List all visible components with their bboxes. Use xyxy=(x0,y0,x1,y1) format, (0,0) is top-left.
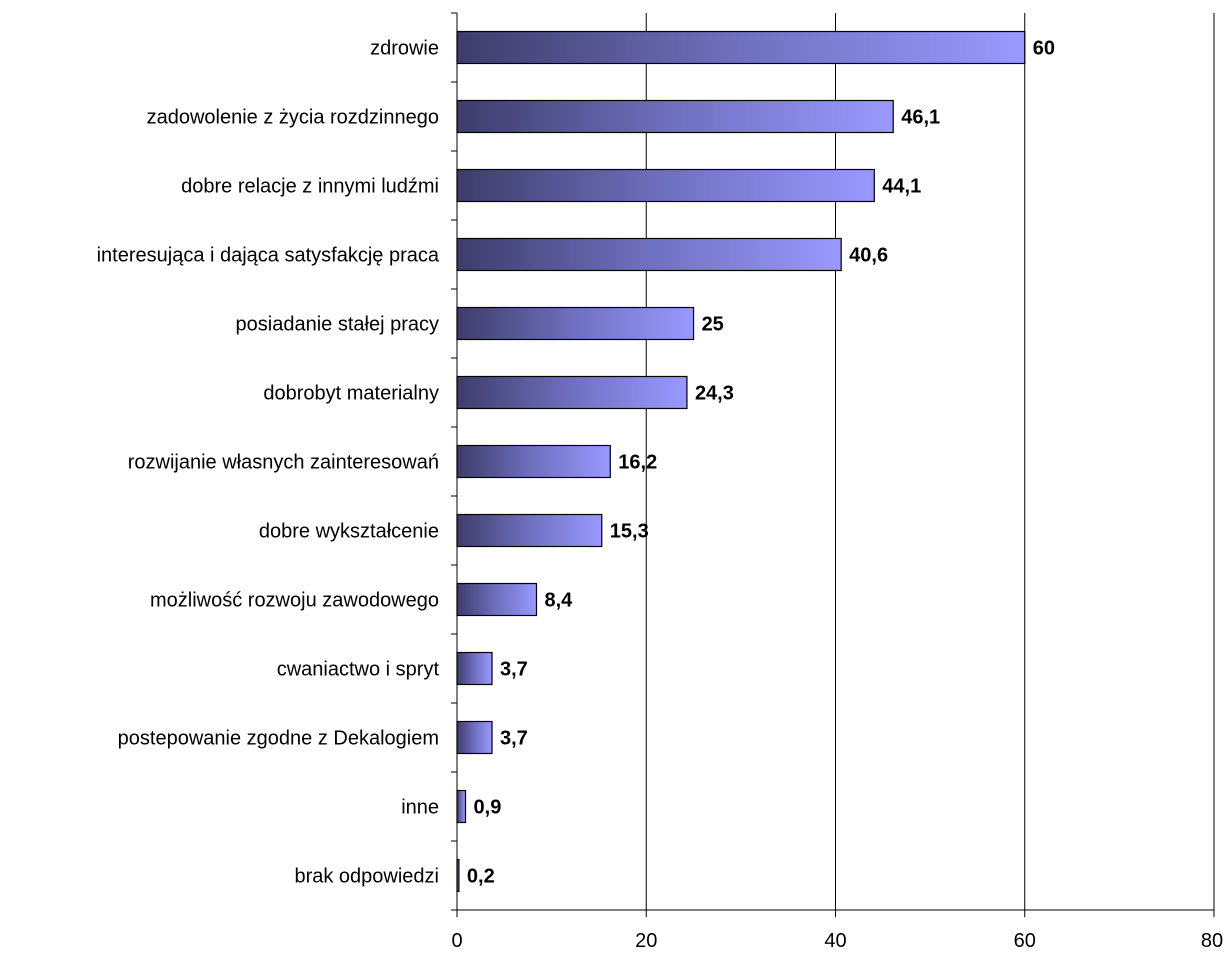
category-label-2: dobre relacje z innymi ludźmi xyxy=(181,176,439,198)
bar-0 xyxy=(456,30,1026,65)
bars xyxy=(456,30,1026,893)
value-label-10: 3,7 xyxy=(500,728,528,750)
bar-3 xyxy=(456,237,842,272)
x-tick-label-20: 20 xyxy=(635,930,657,952)
category-label-10: postepowanie zgodne z Dekalogiem xyxy=(118,728,439,750)
category-label-8: możliwość rozwoju zawodowego xyxy=(150,590,439,612)
axes xyxy=(451,12,1215,917)
category-label-9: cwaniactwo i spryt xyxy=(277,659,440,681)
x-tick-label-40: 40 xyxy=(824,930,846,952)
category-label-3: interesująca i dająca satysfakcję praca xyxy=(97,245,440,267)
value-label-2: 44,1 xyxy=(882,176,921,198)
category-label-4: posiadanie stałej pracy xyxy=(236,314,439,336)
bar-11 xyxy=(456,789,467,824)
labels: 60 zdrowie 46,1 zadowolenie z życia rozdzin… xyxy=(97,38,1224,953)
category-label-5: dobrobyt materialny xyxy=(263,383,439,405)
gridlines xyxy=(645,13,1215,910)
value-label-0: 60 xyxy=(1033,38,1055,60)
bar-1 xyxy=(456,99,894,134)
value-label-7: 15,3 xyxy=(610,521,649,543)
category-label-7: dobre wykształcenie xyxy=(259,521,439,543)
value-label-12: 0,2 xyxy=(467,866,495,888)
category-label-6: rozwijanie własnych zainteresowań xyxy=(128,452,439,474)
bar-2 xyxy=(456,168,875,203)
value-label-4: 25 xyxy=(702,314,724,336)
x-tick-label-80: 80 xyxy=(1201,930,1223,952)
category-label-0: zdrowie xyxy=(370,38,439,60)
x-tick-label-60: 60 xyxy=(1014,930,1036,952)
value-label-11: 0,9 xyxy=(474,797,502,819)
x-tick-label-0: 0 xyxy=(451,930,462,952)
bar-8 xyxy=(456,582,538,617)
category-label-1: zadowolenie z życia rozdzinnego xyxy=(147,107,439,129)
category-label-12: brak odpowiedzi xyxy=(294,866,439,888)
value-label-9: 3,7 xyxy=(500,659,528,681)
value-label-8: 8,4 xyxy=(544,590,573,612)
value-label-6: 16,2 xyxy=(618,452,657,474)
bar-5 xyxy=(456,375,688,410)
value-label-3: 40,6 xyxy=(849,245,888,267)
bar-9 xyxy=(456,651,493,686)
bar-10 xyxy=(456,720,493,755)
bar-6 xyxy=(456,444,611,479)
bar-4 xyxy=(456,306,695,341)
value-label-1: 46,1 xyxy=(901,107,940,129)
bar-7 xyxy=(456,513,603,548)
value-label-5: 24,3 xyxy=(695,383,734,405)
category-label-11: inne xyxy=(401,797,439,819)
